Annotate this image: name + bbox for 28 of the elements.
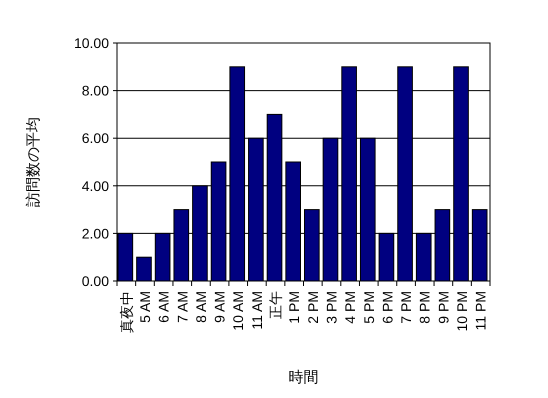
x-tick-label: 正午: [268, 291, 284, 319]
x-tick-label: 7 AM: [174, 291, 190, 323]
x-tick-label: 6 AM: [156, 291, 172, 323]
x-tick-label: 11 PM: [472, 291, 489, 330]
x-tick-label: 11 AM: [248, 291, 265, 330]
x-tick-label: 真夜中: [118, 291, 134, 333]
x-tick-label: 9 AM: [212, 291, 228, 323]
x-tick-label: 1 PM: [286, 291, 302, 324]
x-tick-label: 10 AM: [230, 291, 246, 331]
x-tick-label: 8 PM: [416, 291, 433, 324]
y-tick-label: 2.00: [82, 225, 110, 242]
y-tick-label: 6.00: [82, 130, 110, 146]
x-tick-label: 2 PM: [304, 291, 321, 324]
y-tick-label: 4.00: [82, 178, 110, 194]
x-tick-label: 9 PM: [435, 291, 452, 324]
x-tick-label: 4 PM: [342, 291, 358, 324]
x-tick-label: 3 PM: [323, 291, 340, 324]
x-tick-label: 10 PM: [454, 291, 470, 332]
x-tick-label: 5 AM: [136, 291, 153, 323]
x-tick-label: 6 PM: [379, 291, 396, 324]
x-tick-label: 5 PM: [360, 291, 377, 324]
y-tick-label: 10.00: [74, 35, 110, 51]
x-tick-label: 8 AM: [192, 291, 209, 323]
x-tick-label: 7 PM: [398, 291, 414, 324]
x-axis-title: 時間: [288, 369, 318, 386]
y-axis-title: 訪問数の平均: [25, 117, 42, 207]
y-tick-label: 8.00: [82, 82, 110, 99]
y-tick-label: 0.00: [82, 273, 110, 289]
